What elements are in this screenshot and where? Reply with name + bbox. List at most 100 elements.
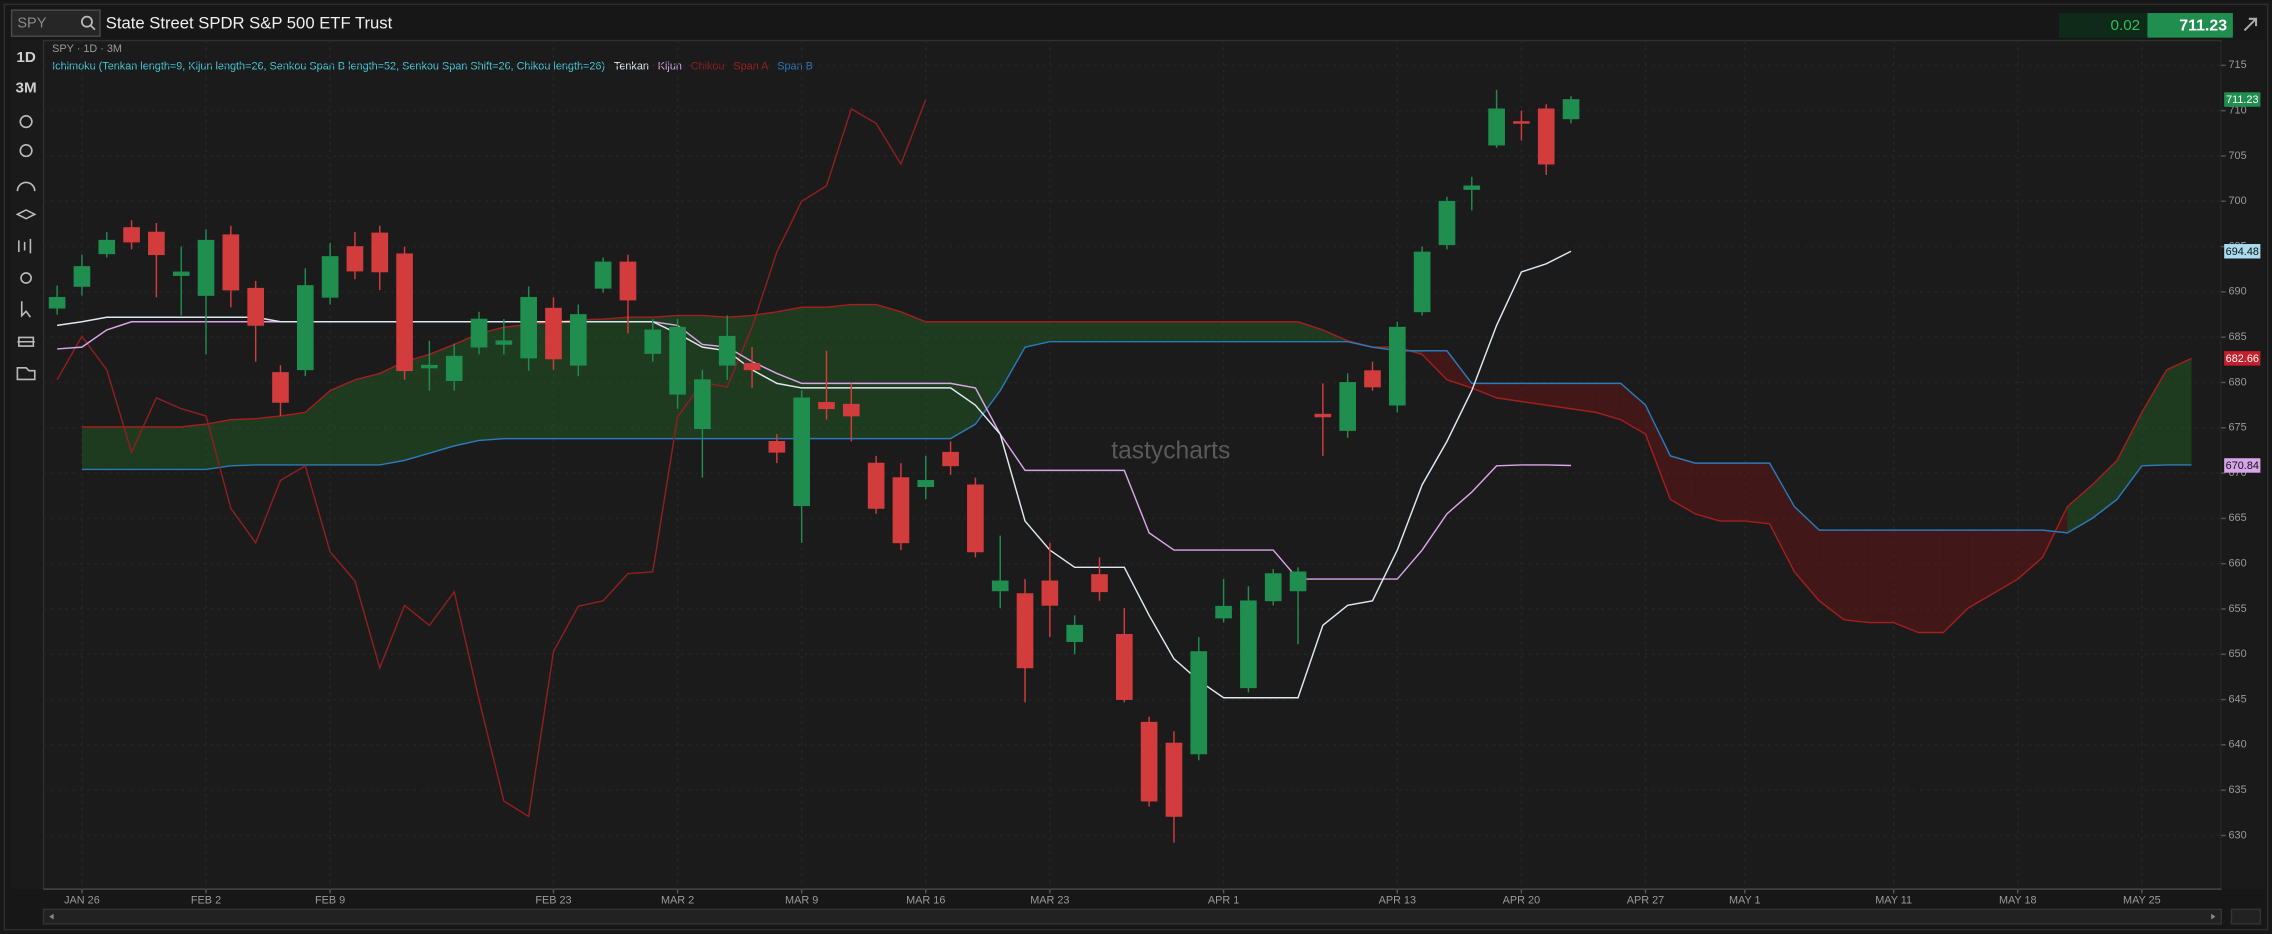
left-toolbar-bg (10, 40, 43, 890)
candle-body (272, 372, 289, 403)
zoom-control[interactable] (2230, 908, 2262, 925)
candle-body (1165, 742, 1183, 817)
cloud-segment (851, 304, 877, 439)
studies-icon[interactable] (15, 209, 37, 220)
candle-body (1463, 185, 1481, 190)
indicator-line (81, 340, 2192, 534)
candle-body (445, 355, 463, 382)
candle-body (644, 329, 662, 354)
y-tick-label: 710 (2229, 105, 2247, 117)
legend-entry: Span B (777, 60, 813, 72)
cloud-segment (1273, 321, 1299, 342)
cloud-segment (1198, 321, 1224, 342)
candle-body (718, 335, 736, 366)
scrollbar[interactable] (42, 908, 2223, 925)
timeframe-button[interactable]: 1D (16, 49, 35, 66)
y-tick-label: 650 (2229, 648, 2247, 660)
cloud-segment (1571, 383, 1596, 413)
cloud-segment (131, 426, 157, 470)
candle-body (1388, 326, 1406, 406)
candle-body (1066, 624, 1084, 642)
range-button[interactable]: 3M (16, 79, 37, 96)
cloud-segment (1918, 530, 1944, 633)
cloud-segment (454, 333, 480, 446)
cloud-segment (354, 373, 380, 465)
y-tick-label: 655 (2229, 603, 2247, 615)
symbol-search[interactable] (10, 9, 101, 37)
y-tick-label: 715 (2229, 59, 2247, 71)
zoom-in-icon[interactable] (19, 115, 33, 129)
candle-body (98, 239, 116, 255)
chart-title: SPY · 1D · 3M (52, 43, 122, 55)
candle-body (743, 363, 761, 371)
x-tick-label: JAN 26 (64, 895, 100, 907)
candle-body (1537, 108, 1555, 165)
cloud-segment (1074, 321, 1100, 342)
indicator-line (56, 99, 927, 818)
x-tick-label: MAY 11 (1875, 895, 1912, 907)
x-tick-label: APR 1 (1208, 895, 1239, 907)
candle-body (818, 402, 835, 410)
cloud-segment (1645, 405, 1671, 500)
price-badge-label: 682.66 (2226, 353, 2259, 365)
scroll-right[interactable] (2211, 913, 2216, 920)
drawing-icon[interactable] (17, 336, 35, 347)
cloud-segment (156, 426, 182, 470)
cloud-segment (479, 327, 504, 441)
cloud-segment (1695, 463, 1720, 522)
folder-icon[interactable] (16, 367, 36, 381)
candle-body (470, 318, 488, 348)
x-tick-label: MAR 2 (661, 895, 694, 907)
top-bar: SPY State Street SPDR S&P 500 ETF Trust … (10, 9, 2258, 38)
candle-body (1438, 200, 1456, 246)
candles-icon[interactable] (18, 238, 32, 254)
cloud-segment (1298, 321, 1323, 342)
search-icon[interactable] (80, 15, 93, 28)
symbol-input[interactable]: SPY (17, 16, 46, 32)
cloud-segment (1546, 383, 1572, 409)
cloud-segment (1496, 383, 1522, 402)
cloud-segment (900, 311, 926, 439)
study-name: Ichimoku (Tenkan length=9, Kijun length=… (52, 60, 605, 72)
candle-body (48, 296, 66, 309)
change-box (2059, 13, 2148, 38)
cloud-segment (1769, 463, 1795, 572)
scroll-left[interactable] (49, 913, 54, 920)
cloud-segment (2117, 412, 2142, 500)
cloud-segment (1819, 530, 1845, 620)
cloud-segment (106, 426, 132, 470)
price-badge (2224, 458, 2261, 473)
candle-body (1562, 99, 1580, 120)
x-tick-label: MAY 1 (1729, 895, 1761, 907)
cloud-segment (1521, 383, 1547, 406)
candle-body (222, 234, 240, 291)
cloud-segment (1049, 321, 1075, 342)
legend-entry: Span A (733, 60, 769, 72)
legend-entry: Kijun (658, 60, 682, 72)
last-price: 711.23 (2179, 17, 2227, 34)
y-tick-label: 690 (2229, 286, 2247, 298)
cloud-segment (330, 379, 355, 465)
cursor-icon[interactable] (20, 301, 32, 318)
candle-body (867, 462, 885, 509)
price-badge (2224, 92, 2261, 107)
x-tick-label: APR 27 (1627, 895, 1664, 907)
price-badge (2224, 244, 2261, 259)
y-tick-label: 635 (2229, 784, 2247, 796)
price-badge-label: 670.84 (2226, 460, 2259, 472)
settings-icon[interactable] (20, 272, 32, 284)
x-tick-label: FEB 23 (535, 895, 571, 907)
gauge-icon[interactable] (16, 181, 36, 192)
cloud-segment (1719, 463, 1745, 522)
zoom-out-icon[interactable] (19, 144, 33, 158)
candle-body (892, 477, 910, 544)
cloud-segment (950, 321, 976, 439)
cloud-segment (1471, 383, 1497, 398)
pop-out-icon[interactable] (2243, 17, 2258, 32)
cloud-segment (1124, 321, 1150, 342)
candle-body (569, 314, 587, 366)
x-tick-label: FEB 9 (315, 895, 345, 907)
price-badge-label: 694.48 (2226, 246, 2259, 258)
candle-body (1140, 721, 1158, 802)
y-tick-label: 680 (2229, 376, 2247, 388)
